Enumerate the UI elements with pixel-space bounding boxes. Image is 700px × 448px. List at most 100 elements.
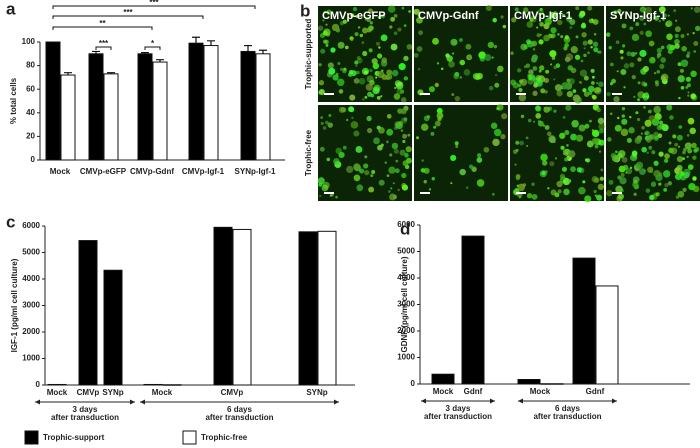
cell-blob — [617, 8, 622, 14]
cell-blob — [578, 124, 586, 132]
cell-blob — [535, 74, 542, 82]
cell-blob — [581, 32, 587, 38]
cell-blob — [597, 183, 604, 190]
bar — [78, 240, 98, 386]
cell-blob — [406, 43, 413, 50]
cell-blob — [436, 107, 443, 114]
cell-blob — [592, 41, 599, 47]
cell-blob — [525, 136, 529, 140]
cell-blob — [590, 45, 593, 49]
cell-blob — [365, 83, 373, 91]
cell-blob — [562, 177, 571, 186]
bar — [60, 74, 76, 161]
cell-blob — [326, 71, 333, 78]
x-tick-label: Mock — [152, 388, 173, 397]
cell-blob — [690, 93, 696, 99]
cell-background — [414, 105, 508, 201]
bar — [47, 383, 67, 386]
cell-blob — [574, 54, 581, 60]
cell-blob — [560, 145, 565, 150]
cell-blob — [562, 148, 569, 155]
cell-blob — [555, 63, 561, 68]
cell-blob — [692, 176, 697, 181]
cell-blob — [675, 19, 678, 22]
cell-blob — [656, 69, 661, 74]
cell-blob — [332, 74, 339, 81]
cell-blob — [692, 32, 695, 35]
cell-blob — [561, 82, 569, 90]
cell-blob — [428, 188, 432, 191]
cell-blob — [616, 70, 619, 73]
significance-label: *** — [149, 0, 159, 7]
cell-blob — [368, 25, 374, 31]
cell-blob — [535, 113, 542, 119]
cell-blob — [550, 27, 557, 34]
cell-blob — [631, 150, 638, 157]
cell-background — [414, 6, 508, 102]
column-label: CMVp-Gdnf — [418, 10, 479, 22]
cell-blob — [645, 137, 652, 143]
cell-blob — [564, 130, 570, 135]
cell-blob — [596, 81, 599, 85]
cell-blob — [376, 95, 381, 100]
cell-blob — [681, 46, 687, 52]
cell-blob — [549, 11, 557, 19]
micrograph-cell — [414, 103, 508, 201]
cell-blob — [598, 123, 605, 130]
cell-blob — [550, 35, 554, 39]
cell-blob — [645, 30, 653, 38]
cell-blob — [407, 133, 411, 137]
cell-blob — [658, 182, 662, 186]
cell-blob — [635, 161, 644, 170]
cell-blob — [631, 33, 640, 42]
column-label: SYNp-Igf-1 — [610, 10, 666, 22]
cell-blob — [611, 78, 616, 84]
cell-blob — [459, 38, 463, 42]
cell-blob — [553, 109, 557, 113]
cell-blob — [423, 167, 430, 174]
cell-blob — [402, 160, 409, 167]
cell-blob — [686, 155, 689, 158]
y-tick-label: 20 — [26, 132, 35, 141]
y-tick-label: 40 — [26, 108, 35, 117]
cell-blob — [591, 81, 595, 85]
cell-blob — [622, 44, 626, 48]
cell-blob — [386, 69, 393, 76]
cell-blob — [667, 14, 670, 17]
cell-blob — [658, 20, 661, 23]
cell-blob — [559, 132, 566, 139]
cell-blob — [372, 86, 380, 95]
cell-blob — [563, 36, 571, 44]
error-bar — [244, 44, 252, 52]
cell-blob — [352, 7, 358, 12]
cell-blob — [645, 188, 651, 193]
cell-blob — [682, 187, 687, 192]
group-label: after transduction — [205, 413, 273, 422]
cell-blob — [395, 121, 403, 130]
cell-blob — [380, 34, 388, 42]
cell-blob — [557, 19, 563, 26]
cell-blob — [378, 179, 385, 186]
cell-blob — [575, 120, 578, 123]
cell-blob — [682, 157, 685, 161]
cell-blob — [393, 93, 401, 100]
y-tick-label: 5000 — [22, 248, 40, 257]
cell-blob — [389, 25, 393, 29]
row-label: Trophic-free — [304, 129, 313, 176]
cell-blob — [668, 141, 672, 145]
y-tick-label: 1000 — [22, 354, 40, 363]
cell-blob — [463, 69, 471, 76]
error-bar — [141, 52, 149, 54]
cell-blob — [674, 38, 680, 45]
cell-blob — [531, 182, 535, 186]
cell-blob — [476, 157, 483, 163]
cell-blob — [639, 6, 647, 13]
cell-blob — [567, 179, 572, 183]
cell-blob — [325, 32, 331, 37]
bar — [103, 269, 123, 386]
cell-blob — [526, 39, 531, 45]
cell-blob — [371, 58, 378, 65]
cell-blob — [527, 74, 533, 81]
cell-blob — [547, 187, 550, 190]
cell-blob — [617, 116, 620, 120]
